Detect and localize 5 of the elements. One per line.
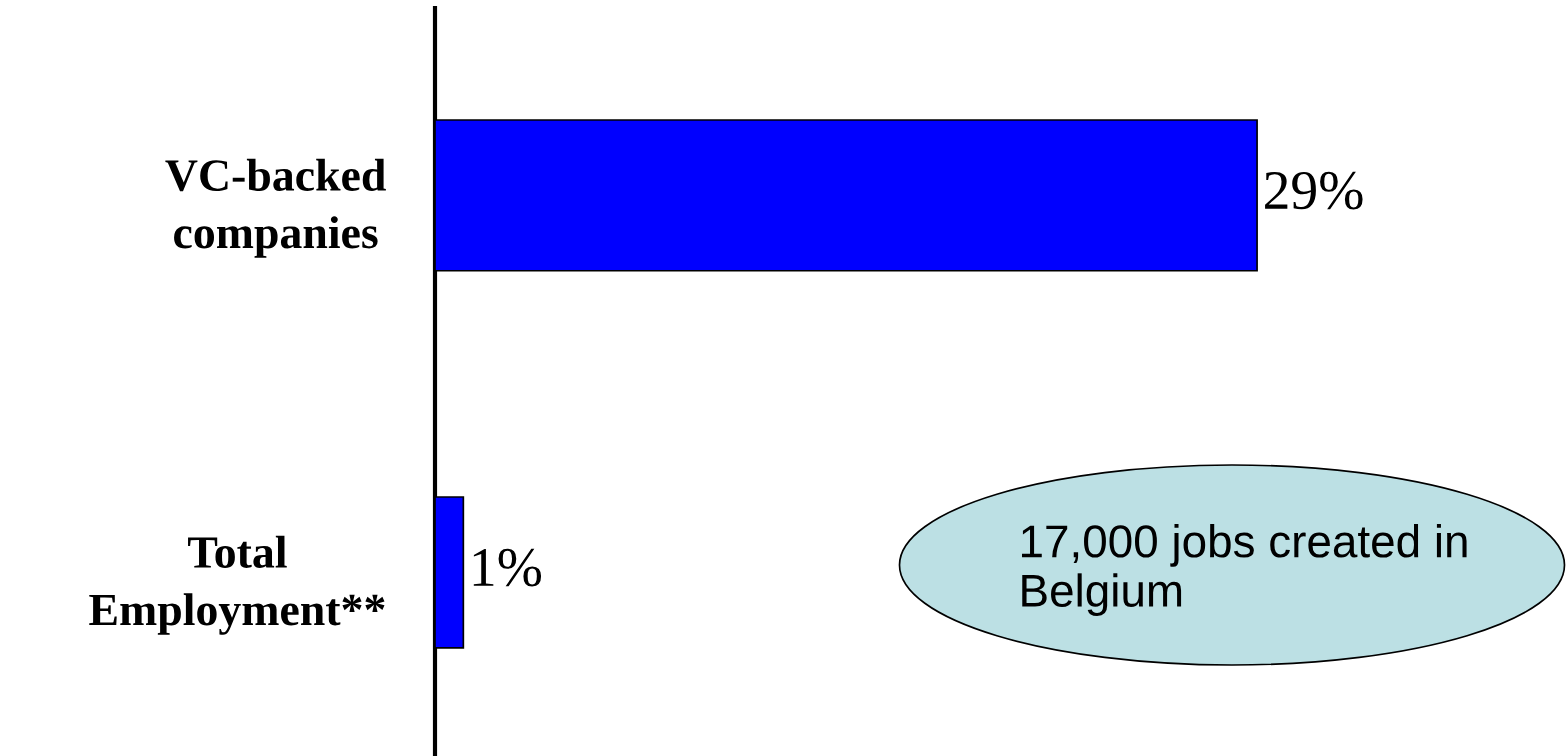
annotation: 17,000 jobs created in Belgium — [1022, 523, 1467, 617]
data-label: 29% — [1265, 171, 1363, 210]
y-tick-label: Total Employment** — [89, 535, 385, 635]
y-tick-label: VC-backed companies — [165, 158, 386, 258]
data-label: 1% — [473, 548, 542, 587]
